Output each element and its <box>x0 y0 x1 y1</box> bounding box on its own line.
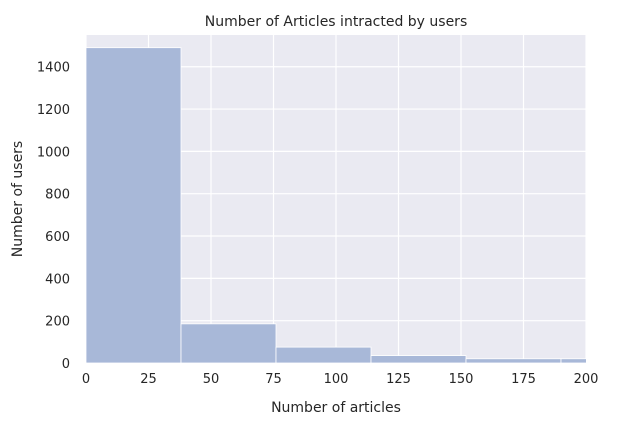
x-axis-label: Number of articles <box>271 400 401 416</box>
x-tick-label: 100 <box>324 372 349 387</box>
histogram-bar <box>275 346 372 363</box>
y-tick-label: 800 <box>45 188 70 203</box>
x-tick-label: 200 <box>574 372 599 387</box>
y-axis-label: Number of users <box>10 141 26 257</box>
x-tick-label: 125 <box>386 372 411 387</box>
x-tick-label: 50 <box>203 372 220 387</box>
y-tick-label: 200 <box>45 315 70 330</box>
y-tick-label: 1000 <box>37 145 70 160</box>
histogram-bar <box>465 358 562 363</box>
y-tick-label: 1200 <box>37 103 70 118</box>
y-tick-label: 1400 <box>37 61 70 76</box>
histogram-bar <box>560 358 586 363</box>
x-tick-label: 25 <box>140 372 157 387</box>
y-tick-label: 400 <box>45 272 70 287</box>
x-tick-label: 175 <box>511 372 536 387</box>
x-tick-label: 150 <box>449 372 474 387</box>
bars <box>86 47 586 363</box>
tick-labels: 0 25 50 75 100 125 150 175 200 0 200 400 600 800 1000 1… <box>37 61 599 387</box>
y-tick-label: 0 <box>62 357 70 372</box>
histogram-bar <box>370 355 467 363</box>
x-tick-label: 0 <box>82 372 90 387</box>
y-tick-label: 600 <box>45 230 70 245</box>
x-tick-label: 75 <box>265 372 282 387</box>
histogram-bar <box>180 323 277 363</box>
chart-title: Number of Articles intracted by users <box>205 14 467 30</box>
histogram-bar <box>86 47 182 363</box>
